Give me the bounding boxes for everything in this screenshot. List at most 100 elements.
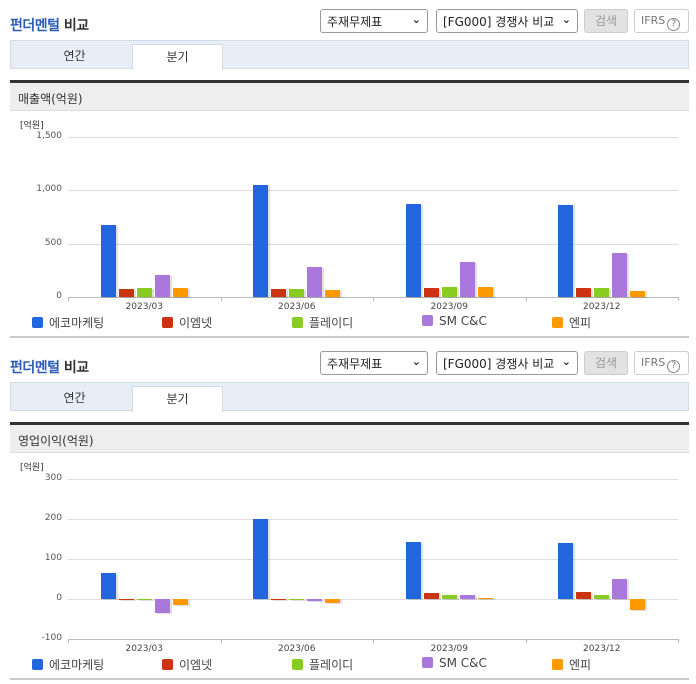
bar-엔피[interactable]: [630, 599, 646, 611]
legend-item[interactable]: 플레이디: [292, 314, 353, 331]
statement-select[interactable]: 주재무제표 ⌄: [320, 351, 428, 375]
bar-SM C&C[interactable]: [154, 599, 170, 613]
bar-엔피[interactable]: [325, 290, 341, 297]
legend-label: 플레이디: [309, 316, 354, 330]
group-select[interactable]: [FG000] 경쟁사 비교 ⌄: [436, 9, 578, 33]
metric-title: 영업이익(억원): [10, 422, 689, 453]
bar-SM C&C[interactable]: [307, 267, 323, 297]
bar-SM C&C[interactable]: [307, 599, 323, 601]
x-tick-mark: [220, 297, 222, 301]
legend-label: 에코마케팅: [49, 658, 105, 672]
fundamental-panel-operating-profit: 펀더멘털 비교 주재무제표 ⌄ [FG000] 경쟁사 비교 ⌄ 검색 IFRS? …: [0, 342, 696, 684]
bar-이엠넷[interactable]: [118, 289, 134, 297]
bar-SM C&C[interactable]: [459, 261, 475, 297]
gridline: [68, 519, 678, 520]
bar-이엠넷[interactable]: [576, 592, 592, 599]
bar-플레이디[interactable]: [594, 287, 610, 297]
search-button[interactable]: 검색: [584, 351, 628, 375]
help-icon: ?: [667, 18, 681, 31]
legend-item[interactable]: 엔피: [552, 656, 591, 673]
metric-title: 매출액(억원): [10, 80, 689, 111]
statement-select[interactable]: 주재무제표 ⌄: [320, 9, 428, 33]
legend-label: SM C&C: [439, 656, 487, 670]
y-tick-label: 500: [44, 237, 62, 248]
x-tick-mark: [68, 297, 69, 301]
chevron-down-icon: ⌄: [561, 355, 571, 368]
panel-title: 펀더멘털 비교: [10, 18, 89, 34]
bar-SM C&C[interactable]: [459, 595, 475, 599]
bar-플레이디[interactable]: [289, 289, 305, 297]
bar-플레이디[interactable]: [441, 595, 457, 599]
legend-item[interactable]: SM C&C: [422, 656, 487, 670]
legend-item[interactable]: 이엠넷: [162, 656, 212, 673]
legend-swatch-icon: [552, 317, 563, 328]
legend-swatch-icon: [162, 317, 173, 328]
bar-엔피[interactable]: [477, 286, 493, 297]
legend-swatch-icon: [32, 659, 43, 670]
bar-엔피[interactable]: [325, 599, 341, 603]
bar-플레이디[interactable]: [136, 599, 152, 600]
tab-quarterly[interactable]: 분기: [132, 386, 223, 412]
bar-SM C&C[interactable]: [612, 579, 628, 599]
tab-annual[interactable]: 연간: [63, 391, 86, 405]
help-icon: ?: [667, 360, 681, 373]
panel-header: 펀더멘털 비교 주재무제표 ⌄ [FG000] 경쟁사 비교 ⌄ 검색 IFRS?: [0, 342, 696, 382]
bar-에코마케팅[interactable]: [100, 225, 116, 297]
revenue-bar-chart: [억원] 1,500 1,000 500 0 2023/03 2023/06 2023/09 2…: [10, 112, 689, 312]
y-tick-label: 0: [56, 291, 62, 301]
operating-profit-bar-chart: [억원] 300 200 100 0 -100 2023/03 2023/06 2023/09 2…: [10, 454, 689, 654]
legend-swatch-icon: [422, 657, 433, 668]
legend-swatch-icon: [32, 317, 43, 328]
bar-플레이디[interactable]: [441, 286, 457, 297]
legend-label: 이엠넷: [179, 316, 213, 330]
chevron-down-icon: ⌄: [411, 355, 421, 368]
bar-이엠넷[interactable]: [576, 287, 592, 297]
bar-엔피[interactable]: [630, 290, 646, 297]
bar-에코마케팅[interactable]: [558, 205, 574, 297]
bar-SM C&C[interactable]: [612, 253, 628, 297]
bar-엔피[interactable]: [172, 287, 188, 297]
legend-label: 플레이디: [309, 658, 354, 672]
tab-quarterly[interactable]: 분기: [132, 44, 223, 70]
y-tick-label: 200: [44, 513, 62, 523]
panel-title: 펀더멘털 비교: [10, 360, 89, 376]
group-select[interactable]: [FG000] 경쟁사 비교 ⌄: [436, 351, 578, 375]
bar-에코마케팅[interactable]: [253, 519, 269, 599]
bar-SM C&C[interactable]: [154, 275, 170, 297]
legend-item[interactable]: 플레이디: [292, 656, 353, 673]
bar-에코마케팅[interactable]: [253, 185, 269, 297]
bar-엔피[interactable]: [172, 599, 188, 605]
bar-플레이디[interactable]: [594, 595, 610, 599]
bar-이엠넷[interactable]: [271, 289, 287, 297]
bar-플레이디[interactable]: [136, 287, 152, 297]
legend-item[interactable]: 이엠넷: [162, 314, 212, 331]
divider: [10, 678, 689, 680]
bar-에코마케팅[interactable]: [100, 573, 116, 599]
x-tick-mark: [525, 297, 527, 301]
search-button[interactable]: 검색: [584, 9, 628, 33]
bar-이엠넷[interactable]: [423, 593, 439, 599]
legend-label: 에코마케팅: [49, 316, 105, 330]
bar-에코마케팅[interactable]: [558, 543, 574, 599]
bar-엔피[interactable]: [477, 597, 493, 599]
legend-item[interactable]: 엔피: [552, 314, 591, 331]
bar-에코마케팅[interactable]: [405, 542, 421, 599]
legend-item[interactable]: SM C&C: [422, 314, 487, 328]
y-axis-unit: [억원]: [20, 463, 44, 473]
legend-swatch-icon: [292, 317, 303, 328]
ifrs-button[interactable]: IFRS?: [634, 351, 689, 375]
legend-item[interactable]: 에코마케팅: [32, 656, 104, 673]
bar-에코마케팅[interactable]: [405, 204, 421, 297]
bar-이엠넷[interactable]: [271, 599, 287, 600]
bar-이엠넷[interactable]: [423, 287, 439, 297]
legend-item[interactable]: 에코마케팅: [32, 314, 104, 331]
bar-플레이디[interactable]: [289, 599, 305, 600]
tab-annual[interactable]: 연간: [63, 49, 86, 63]
x-tick-label: 2023/09: [430, 644, 468, 654]
gridline: [68, 190, 678, 192]
bar-이엠넷[interactable]: [118, 599, 134, 600]
y-tick-label: 0: [56, 593, 62, 603]
chevron-down-icon: ⌄: [411, 13, 421, 26]
ifrs-button[interactable]: IFRS?: [634, 9, 689, 33]
y-tick-label: 300: [44, 473, 62, 483]
